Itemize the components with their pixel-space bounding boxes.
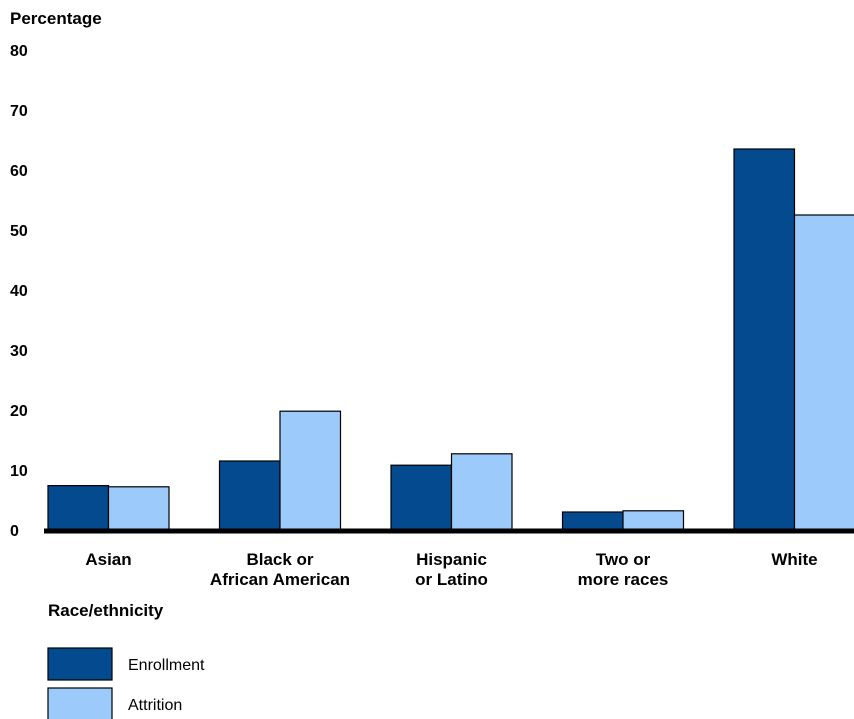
bar-attrition [793,214,854,531]
y-tick-label: 60 [10,163,28,180]
y-tick-label: 30 [10,343,28,360]
y-tick-label: 0 [10,523,19,540]
y-axis-title: Percentage [10,9,102,28]
y-tick-label: 70 [10,103,28,120]
category-label: Hispanic [416,550,487,569]
bar-enrollment [218,460,281,531]
bar-enrollment [561,511,624,531]
x-axis-title: Race/ethnicity [48,601,164,620]
bars [47,148,854,531]
y-tick-label: 40 [10,283,28,300]
y-tick-label: 80 [10,43,28,60]
bar-attrition [107,486,170,531]
category-label: White [771,550,817,569]
y-axis-ticks: 0 10 20 30 40 50 60 70 80 [10,43,28,540]
category-label: Asian [85,550,131,569]
category-label: more races [578,570,669,589]
category-label: African American [210,570,350,589]
y-tick-label: 50 [10,223,28,240]
bar-enrollment [47,485,110,531]
category-label: Two or [596,550,651,569]
legend: Enrollment Attrition [47,647,205,719]
bar-enrollment [390,464,453,531]
y-tick-label: 20 [10,403,28,420]
legend-swatch-enrollment [47,647,113,681]
y-tick-label: 10 [10,463,28,480]
bar-attrition [450,453,513,531]
bar-attrition [279,410,342,531]
category-label: or Latino [415,570,488,589]
bar-attrition [622,510,685,531]
category-label: Black or [246,550,313,569]
legend-label-attrition: Attrition [128,697,182,714]
legend-swatch-attrition [47,687,113,719]
legend-label-enrollment: Enrollment [128,657,205,674]
bar-enrollment [733,148,796,531]
